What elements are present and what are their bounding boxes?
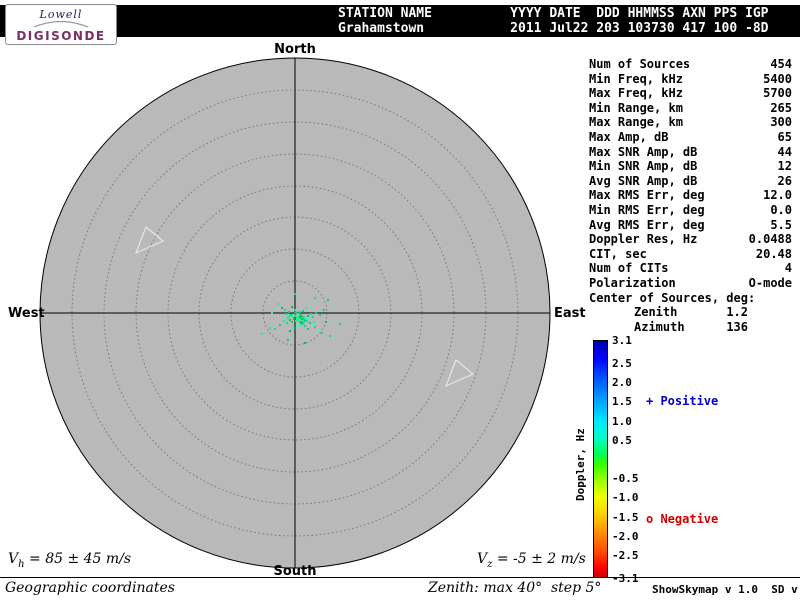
stat-value: 0.0488: [748, 232, 792, 247]
stat-row: Doppler Res, Hz 0.0488: [589, 232, 792, 247]
stat-row: Center of Sources, deg:: [589, 291, 792, 306]
stat-row: Max SNR Amp, dB 44: [589, 145, 792, 160]
stat-label: Avg SNR Amp, dB: [589, 173, 698, 188]
stat-row: Num of Sources 454: [589, 57, 792, 72]
stat-label: Avg RMS Err, deg: [589, 217, 705, 232]
colorbar-tick-label: -2.5: [612, 548, 639, 562]
stat-label: Zenith: [634, 305, 678, 320]
stat-label: Num of CITs: [589, 261, 669, 276]
stat-label: Min Freq, kHz: [589, 71, 683, 86]
measurement-stats-panel: Num of Sources 454 Min Freq, kHz 5400 Max Fr…: [589, 57, 792, 334]
colorbar-tick-label: 1.0: [612, 414, 632, 428]
stat-row: Min RMS Err, deg 0.0: [589, 203, 792, 218]
compass-south-label: South: [273, 564, 317, 579]
doppler-colorbar: [593, 340, 608, 578]
colorbar-tick-label: 3.1: [612, 334, 632, 347]
logo-lowell-text: Lowell: [39, 8, 83, 21]
triangle-markers: [134, 226, 475, 388]
stat-value: 12: [777, 159, 792, 174]
stat-value: 20.48: [755, 246, 792, 261]
stat-label: Max SNR Amp, dB: [589, 144, 698, 159]
coordinate-system-label: Geographic coordinates: [5, 580, 175, 596]
stat-row: Max Freq, kHz 5700: [589, 86, 792, 101]
stat-value: 5400: [763, 71, 792, 86]
stat-row: Zenith 1.2: [589, 305, 792, 320]
stat-row: Avg RMS Err, deg 5.5: [589, 218, 792, 233]
stat-value: 44: [777, 144, 792, 159]
colorbar-axis-label: Doppler, Hz: [574, 428, 587, 501]
horizontal-velocity-label: Vh = 85 ± 45 m/s: [8, 551, 132, 570]
stat-label: Max RMS Err, deg: [589, 188, 705, 203]
header-columns-line: STATION NAME YYYY DATE DDD HHMMSS AXN PP…: [338, 6, 769, 21]
lowell-digisonde-logo: Lowell DIGISONDE: [5, 4, 117, 45]
stat-value: 12.0: [763, 188, 792, 203]
colorbar-tick-label: -1.5: [612, 510, 639, 524]
stat-row: Num of CITs 4: [589, 261, 792, 276]
colorbar-tick-labels: 3.1 2.5 2.0 1.5 1.0 0.5 -0.5 -1.0 -1.5 -2.0 -2.5 -3…: [612, 334, 652, 585]
stat-value: 265: [770, 100, 792, 115]
colorbar-tick-label: 2.5: [612, 357, 632, 371]
stat-value: 300: [770, 115, 792, 130]
software-version-label: ShowSkymap v 1.0 SD v 5.1: [652, 583, 798, 596]
stat-value: 136: [726, 319, 748, 334]
colorbar-tick-label: 0.5: [612, 433, 632, 447]
stat-row: Min Range, km 265: [589, 101, 792, 116]
stat-value: 1.2: [726, 305, 748, 320]
stat-value: O-mode: [748, 275, 792, 290]
stat-label: Max Freq, kHz: [589, 86, 683, 101]
colorbar-tick-label: -2.0: [612, 529, 639, 543]
source-points: [261, 293, 341, 344]
stat-label: Min RMS Err, deg: [589, 202, 705, 217]
colorbar-tick-label: -1.0: [612, 491, 639, 505]
colorbar-tick-label: -3.1: [612, 572, 639, 585]
stat-row: Max Range, km 300: [589, 115, 792, 130]
stat-label: Min SNR Amp, dB: [589, 159, 698, 174]
legend-positive: + Positive: [646, 394, 719, 408]
stat-row: Min SNR Amp, dB 12: [589, 159, 792, 174]
colorbar-tick-label: 2.0: [612, 376, 632, 390]
colorbar-tick-label: -0.5: [612, 472, 639, 486]
logo-swoosh-icon: [33, 21, 89, 28]
stat-value: 5.5: [770, 217, 792, 232]
stat-value: 454: [770, 57, 792, 71]
footer-divider: [0, 577, 800, 578]
stat-row: Azimuth 136: [589, 320, 792, 335]
stat-label: Num of Sources: [589, 57, 691, 71]
stat-value: 4: [784, 261, 792, 276]
header-values-line: Grahamstown 2011 Jul22 203 103730 417 10…: [338, 21, 769, 36]
compass-east-label: East: [554, 306, 586, 321]
stat-row: Polarization O-mode: [589, 276, 792, 291]
zenith-range-note: Zenith: max 40° step 5°: [428, 580, 602, 596]
header-bar: [0, 5, 800, 37]
colorbar-tick-label: 1.5: [612, 395, 632, 409]
legend-negative: o Negative: [646, 512, 719, 526]
stat-row: CIT, sec 20.48: [589, 247, 792, 262]
stat-label: Max Range, km: [589, 115, 683, 130]
stat-label: CIT, sec: [589, 246, 647, 261]
stat-label: Azimuth: [634, 319, 685, 334]
compass-west-label: West: [8, 306, 45, 321]
vertical-velocity-label: Vz = -5 ± 2 m/s: [477, 551, 586, 570]
stat-row: Avg SNR Amp, dB 26: [589, 174, 792, 189]
stat-value: 0.0: [770, 202, 792, 217]
compass-north-label: North: [274, 42, 316, 57]
stat-value: 26: [777, 173, 792, 188]
stat-row: Min Freq, kHz 5400: [589, 72, 792, 87]
stat-label: Max Amp, dB: [589, 129, 669, 144]
logo-digisonde-text: DIGISONDE: [16, 29, 106, 43]
stat-label: Center of Sources, deg:: [589, 290, 756, 305]
stat-label: Min Range, km: [589, 100, 683, 115]
stat-label: Polarization: [589, 275, 676, 290]
stat-label: Doppler Res, Hz: [589, 232, 698, 247]
stat-row: Max Amp, dB 65: [589, 130, 792, 145]
stat-value: 65: [777, 129, 792, 144]
stat-value: 5700: [763, 86, 792, 101]
stat-row: Max RMS Err, deg 12.0: [589, 188, 792, 203]
